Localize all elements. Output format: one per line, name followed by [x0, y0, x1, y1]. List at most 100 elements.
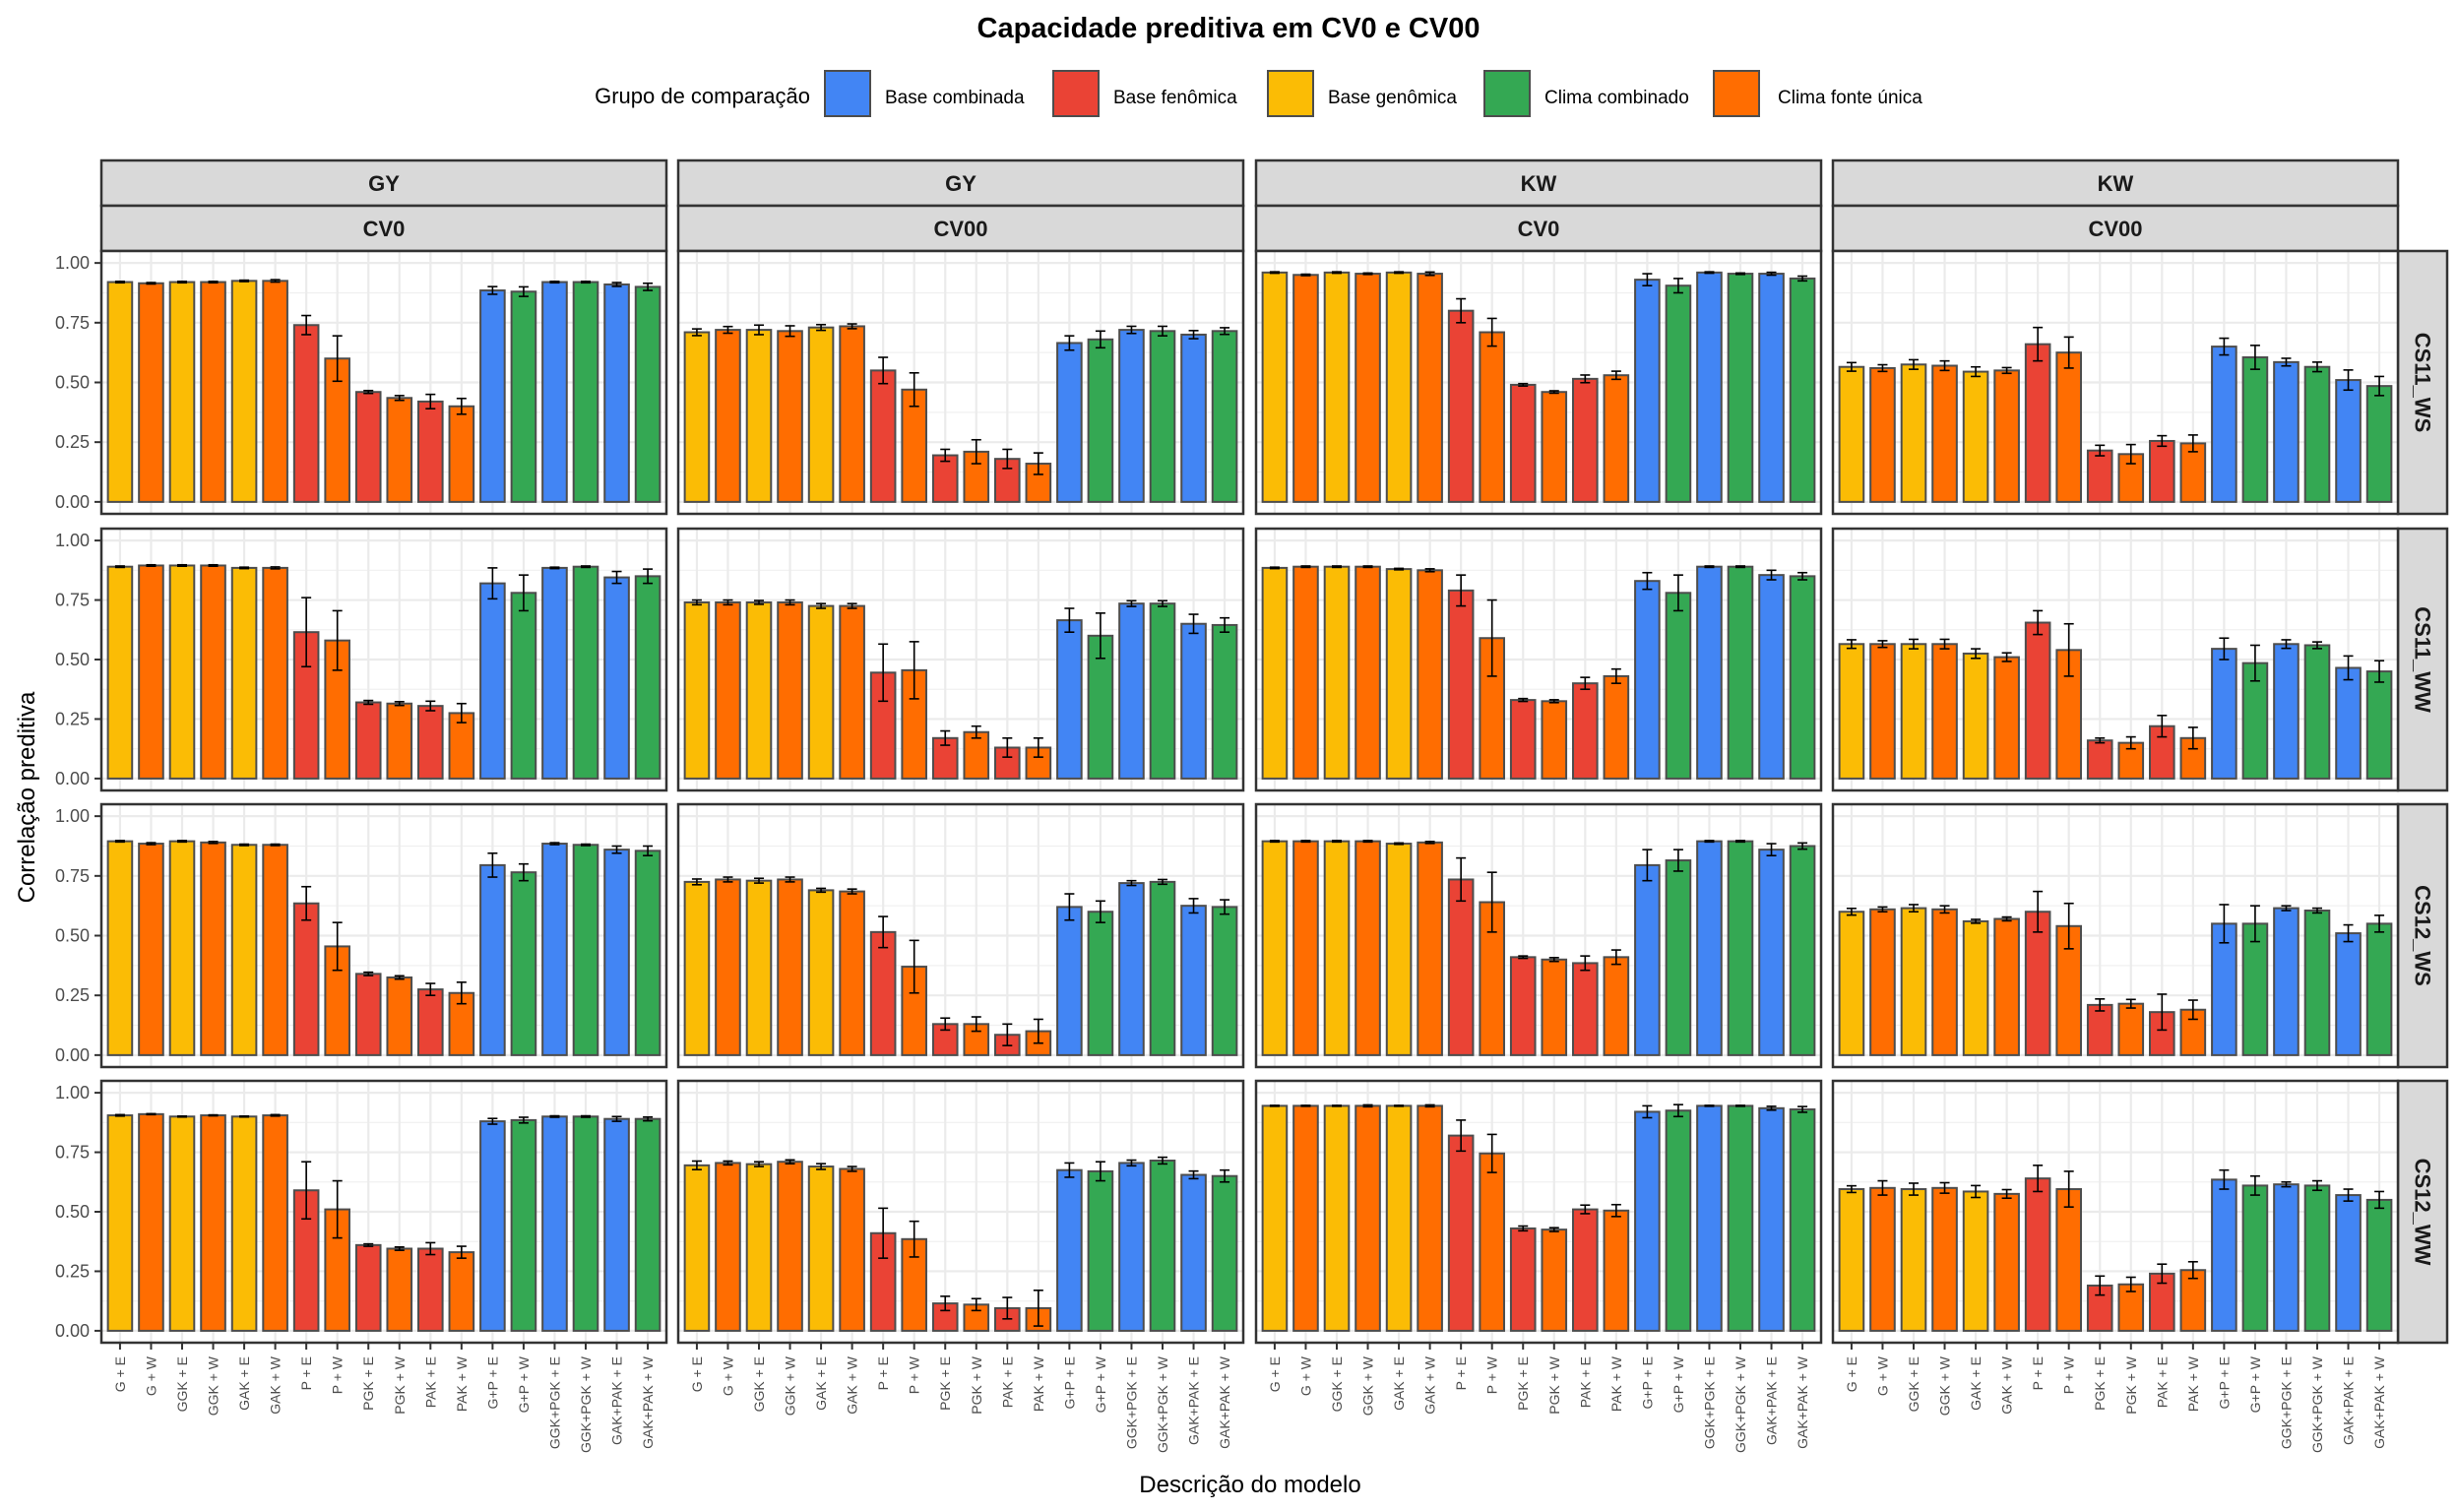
error-bar [1300, 273, 1311, 277]
bar-G-P-E [2211, 1178, 2237, 1332]
x-tick-label: GGK + E [1906, 1356, 1922, 1412]
bar-GGK-PGK-W [1727, 1104, 1754, 1332]
error-bar [1424, 1103, 1435, 1108]
bar-PAK-E [417, 400, 444, 503]
error-bar [518, 574, 529, 612]
x-tick-label: PAK + W [454, 1355, 470, 1412]
error-bar [332, 921, 343, 972]
error-bar [581, 1114, 591, 1118]
bar-GAK-PAK-W [1211, 623, 1238, 780]
y-tick-label: 0.50 [55, 1202, 90, 1222]
error-bar [1610, 949, 1621, 966]
y-tick-label: 0.00 [55, 1321, 90, 1341]
error-bar [909, 371, 919, 408]
x-tick-label: GAK + E [1968, 1356, 1984, 1411]
bar-GAK-PAK-W [634, 1117, 662, 1332]
error-bar [1424, 568, 1435, 573]
bar-G-E [683, 1164, 711, 1332]
bar-GAK-PAK-E [1180, 905, 1207, 1056]
error-bar [332, 1179, 343, 1239]
bar-G-P-W [1087, 911, 1114, 1056]
bar-G-P-E [479, 582, 506, 780]
error-bar [847, 323, 857, 330]
x-tick-label: P + W [907, 1355, 922, 1394]
bar-GGK-W [1354, 565, 1381, 780]
bar-PAK-E [1572, 962, 1599, 1056]
x-tick-label: P + E [298, 1356, 314, 1390]
error-bar [1362, 565, 1373, 569]
error-bar [1518, 697, 1529, 703]
y-tick-label: 1.00 [55, 1083, 90, 1102]
bar-GAK-W [839, 1167, 865, 1332]
error-bar [363, 971, 374, 976]
error-bar [1269, 566, 1280, 570]
error-bar [2063, 336, 2074, 369]
bar-PGK-W [386, 1247, 413, 1332]
error-bar [1877, 1179, 1888, 1196]
bar-GGK-W [1354, 273, 1381, 503]
x-tick-label: GGK+PGK + E [1701, 1356, 1717, 1449]
bar-G-P-E [1056, 342, 1083, 503]
x-tick-label: GGK + W [1937, 1355, 1953, 1416]
strip-scenario-label: CV0 [363, 217, 406, 241]
x-tick-label: P + E [1453, 1356, 1469, 1390]
bar-GGK-E [1900, 363, 1927, 503]
error-bar [1269, 271, 1280, 275]
error-bar [2125, 443, 2136, 465]
panel-CS11_WW-GY-CV0: 0.00 0.25 0.50 0.75 1.00 [55, 527, 668, 792]
error-bar [394, 395, 405, 402]
error-bar [2033, 326, 2044, 362]
error-bar [114, 281, 125, 284]
x-tick-label: GAK+PAK + W [640, 1355, 656, 1449]
error-bar [878, 915, 889, 949]
bar-G-P-E [1056, 1168, 1083, 1332]
error-bar [1642, 571, 1653, 591]
error-bar [270, 1113, 281, 1117]
error-bar [816, 323, 827, 332]
error-bar [1486, 317, 1497, 347]
bar-PGK-E [1509, 1227, 1537, 1332]
bar-GGK-PGK-W [572, 281, 599, 503]
bar-GGK-W [200, 1114, 226, 1332]
bar-GAK-PAK-E [2335, 1194, 2362, 1332]
bar-PAK-E [2149, 439, 2175, 503]
bar-GAK-PAK-E [1180, 333, 1207, 503]
error-bar [2125, 1276, 2136, 1292]
x-tick-label: G+P + W [516, 1355, 532, 1413]
error-bar [425, 700, 436, 712]
bar-GGK-W [1931, 643, 1958, 780]
error-bar [878, 1207, 889, 1259]
bar-GAK-PAK-E [1758, 273, 1785, 503]
bar-GGK-E [168, 281, 196, 503]
error-bar [1797, 1105, 1808, 1113]
error-bar [611, 570, 622, 585]
x-tick-label: PGK + W [969, 1355, 984, 1415]
error-bar [456, 981, 467, 1005]
bar-G-P-W [2241, 1184, 2269, 1332]
error-bar [1126, 599, 1137, 607]
error-bar [691, 328, 702, 337]
bar-GAK-PAK-W [1789, 1108, 1816, 1332]
bar-PAK-W [448, 405, 475, 503]
bar-P-W [324, 357, 350, 503]
strip-row-label: CS12_WS [2411, 885, 2435, 986]
bar-GGK-PGK-E [541, 281, 568, 503]
error-bar [1394, 567, 1405, 571]
strip-scenario-label: CV00 [933, 217, 987, 241]
error-bar [940, 729, 951, 746]
error-bar [1642, 273, 1653, 286]
error-bar [2219, 637, 2230, 661]
error-bar [611, 845, 622, 854]
bar-GGK-PGK-E [1118, 329, 1145, 503]
error-bar [1846, 361, 1857, 372]
x-tick-label: GGK + E [751, 1356, 767, 1412]
bar-PGK-E [931, 736, 959, 780]
bar-GAK-E [230, 566, 258, 780]
panel-border [676, 249, 1245, 516]
bar-GAK-PAK-W [1211, 906, 1238, 1056]
bar-G-E [106, 840, 134, 1056]
error-bar [909, 939, 919, 994]
bar-GAK-E [230, 280, 258, 503]
panel-border [1831, 249, 2400, 516]
error-bar [177, 281, 187, 284]
